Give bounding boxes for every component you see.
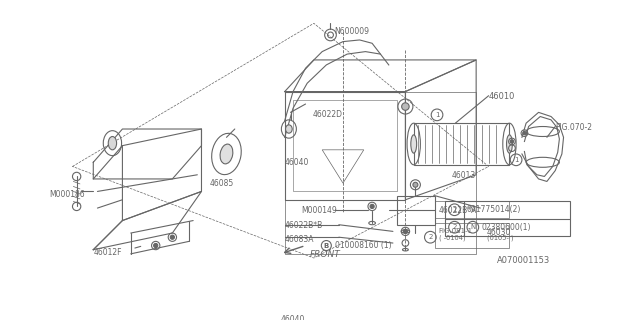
Circle shape xyxy=(510,140,514,143)
Ellipse shape xyxy=(506,135,513,153)
Bar xyxy=(413,123,509,165)
Text: 010008160 (1): 010008160 (1) xyxy=(335,241,391,250)
Bar xyxy=(445,201,570,236)
Bar xyxy=(285,92,476,254)
Text: ( -0104): ( -0104) xyxy=(438,235,465,241)
Text: M000186: M000186 xyxy=(49,190,84,199)
Text: 1: 1 xyxy=(435,112,439,118)
Bar xyxy=(397,196,435,225)
Bar xyxy=(435,223,509,248)
Circle shape xyxy=(403,229,408,234)
Circle shape xyxy=(154,244,158,248)
Ellipse shape xyxy=(411,135,417,153)
Text: 091775014(2): 091775014(2) xyxy=(467,205,522,214)
Text: 46013: 46013 xyxy=(452,171,476,180)
Text: 46012F: 46012F xyxy=(93,248,122,257)
Circle shape xyxy=(170,235,175,239)
Ellipse shape xyxy=(220,144,233,164)
Text: 2: 2 xyxy=(428,234,433,240)
Bar xyxy=(435,201,509,218)
Bar xyxy=(293,100,397,191)
Text: FRONT: FRONT xyxy=(310,250,340,259)
Circle shape xyxy=(370,204,374,209)
Text: 46083A: 46083A xyxy=(285,235,314,244)
Text: B: B xyxy=(324,243,329,249)
Text: N600009: N600009 xyxy=(335,27,370,36)
Circle shape xyxy=(402,103,409,110)
Text: (0105- ): (0105- ) xyxy=(487,235,513,241)
Text: FIG.081-1: FIG.081-1 xyxy=(438,228,473,234)
Text: N: N xyxy=(470,224,476,230)
Text: 2: 2 xyxy=(452,224,457,230)
Text: 46010: 46010 xyxy=(488,92,515,100)
Text: 46022B*B: 46022B*B xyxy=(285,221,323,230)
Circle shape xyxy=(413,182,418,187)
Text: 1: 1 xyxy=(514,157,518,163)
Text: 46040: 46040 xyxy=(285,158,309,167)
Text: 46022B*A: 46022B*A xyxy=(438,206,477,215)
Text: 46040: 46040 xyxy=(280,315,305,320)
Text: 46085: 46085 xyxy=(210,179,234,188)
Circle shape xyxy=(523,132,526,135)
Text: A070001153: A070001153 xyxy=(497,256,550,265)
Text: 1: 1 xyxy=(452,207,457,213)
Text: FIG.070-2: FIG.070-2 xyxy=(556,123,592,132)
Text: 46030: 46030 xyxy=(487,228,511,237)
Ellipse shape xyxy=(108,137,116,150)
Text: 02380600(1): 02380600(1) xyxy=(481,223,531,232)
Text: 46022D: 46022D xyxy=(313,110,343,119)
Text: M000149: M000149 xyxy=(301,206,337,215)
Ellipse shape xyxy=(285,125,292,133)
